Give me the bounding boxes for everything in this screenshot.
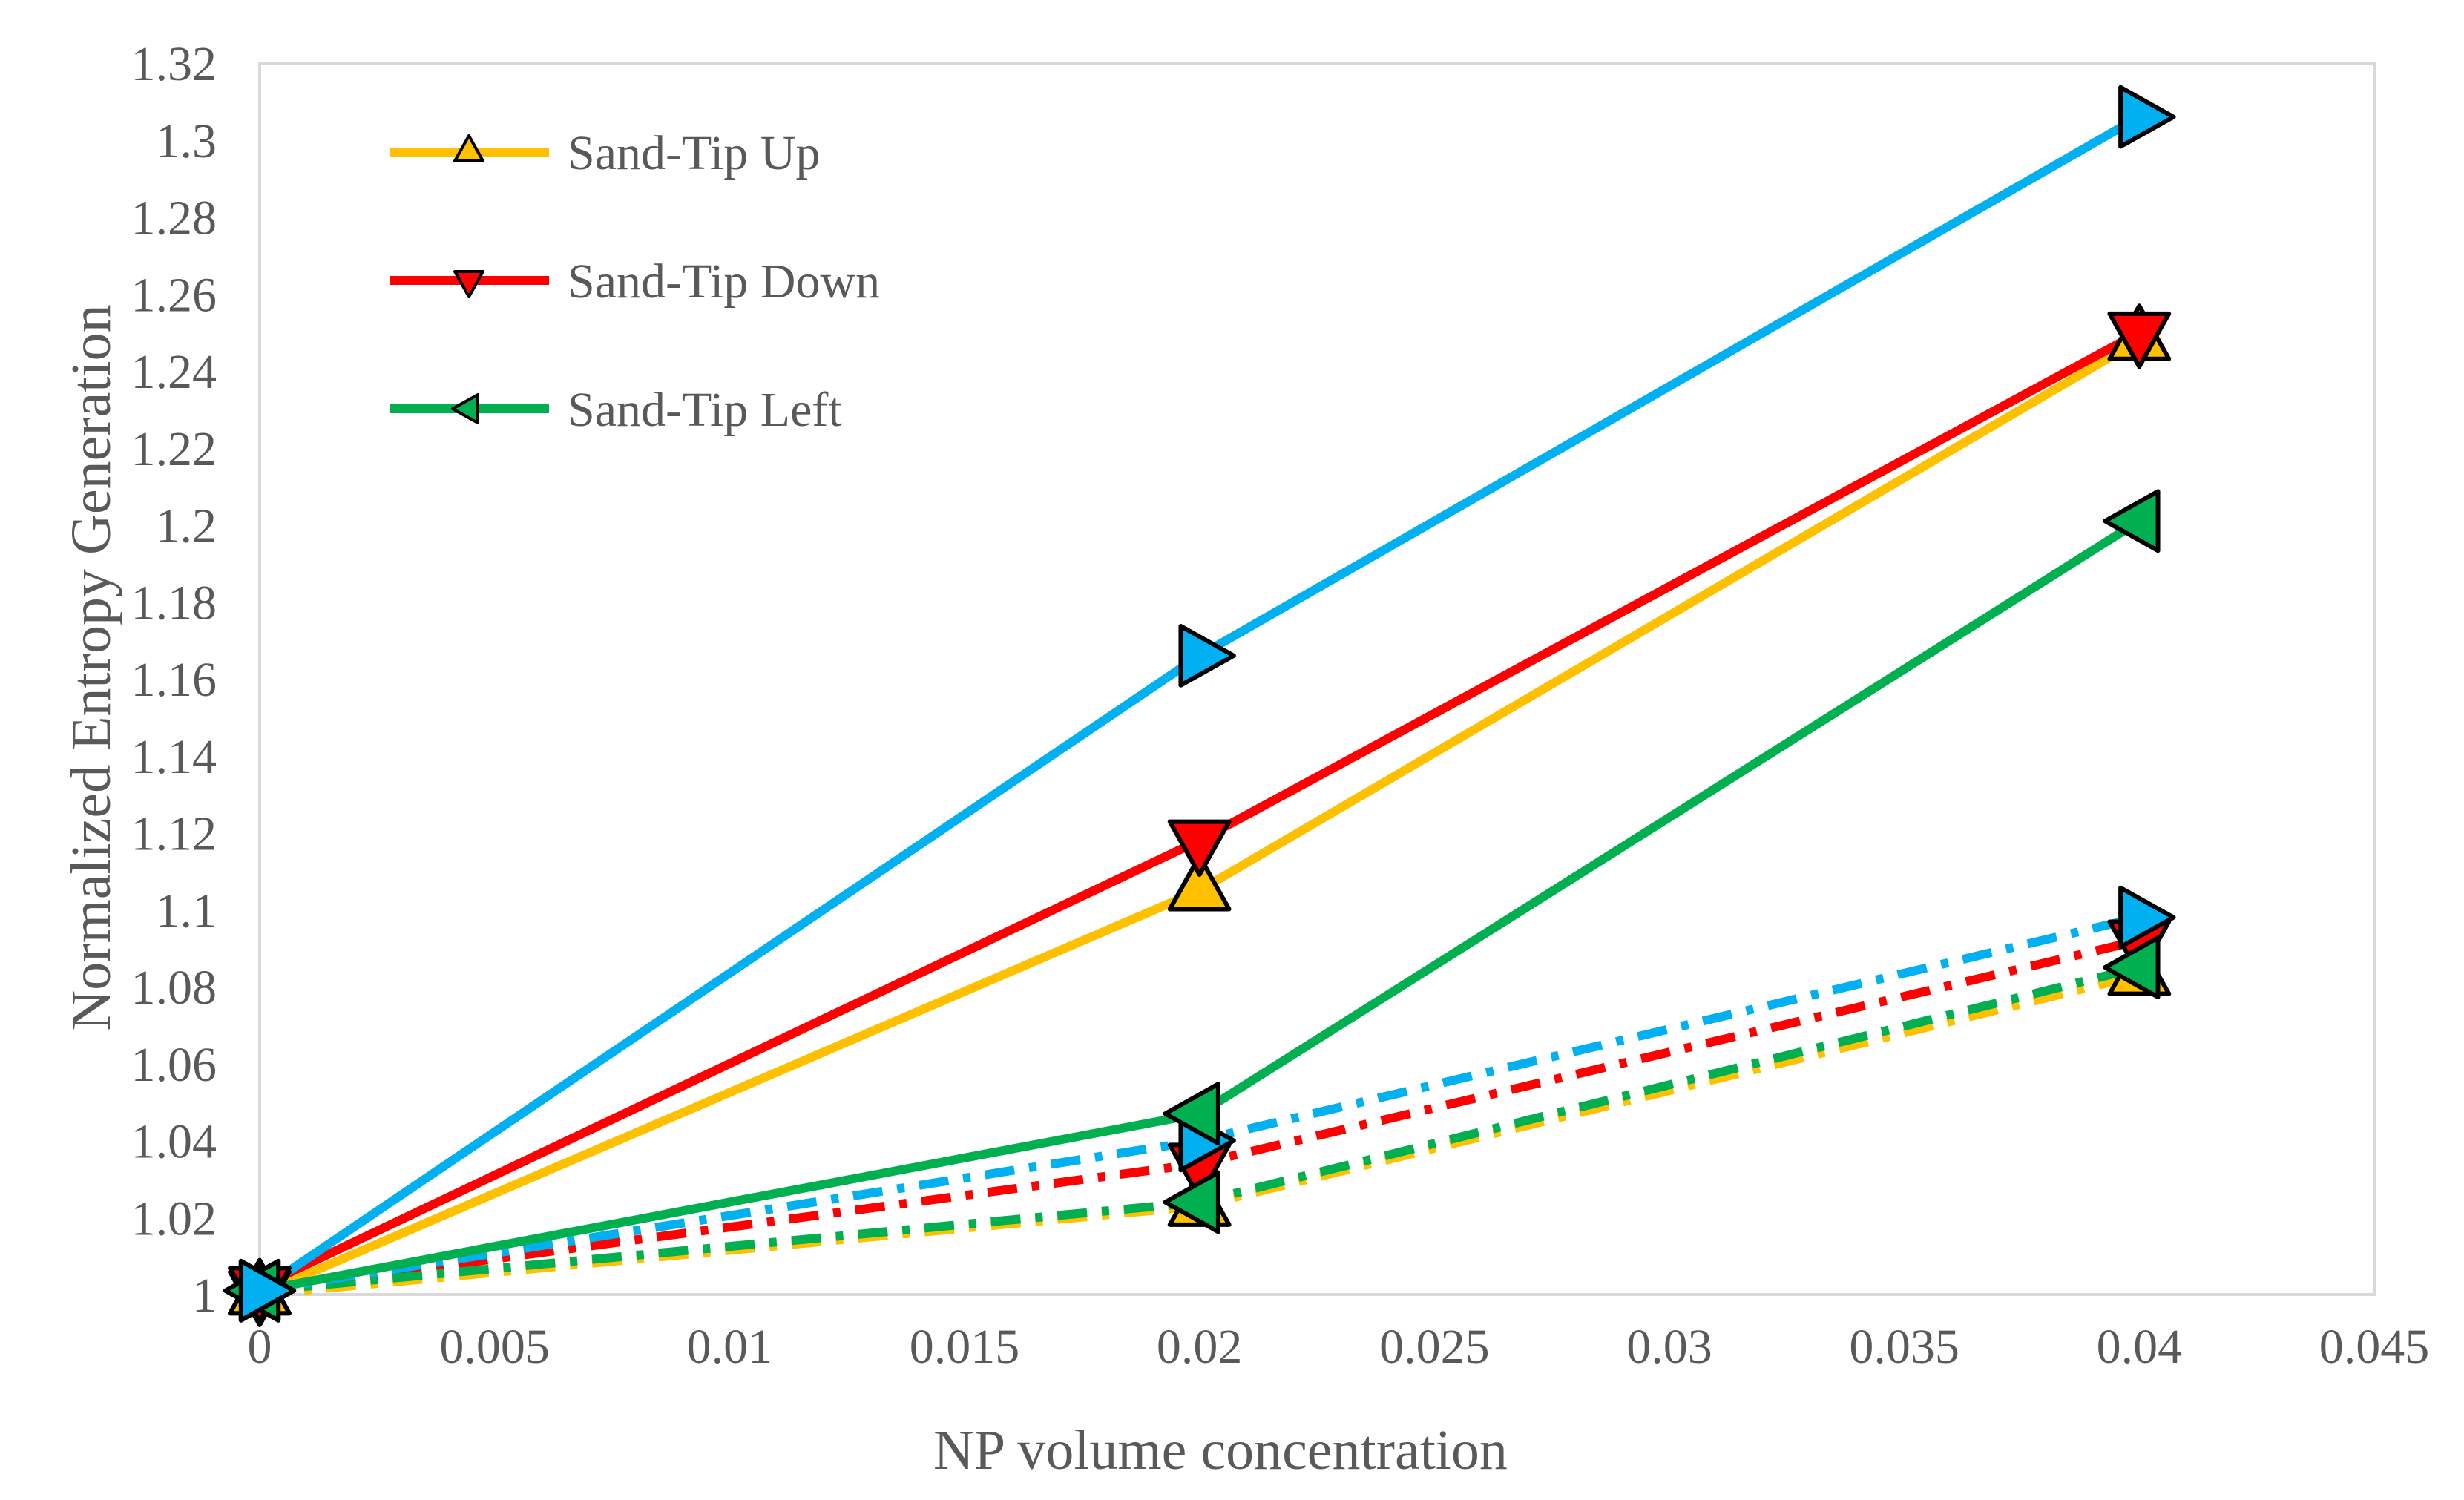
legend-marker: [453, 134, 484, 162]
y-tick-label: 1.1: [156, 884, 217, 938]
y-tick-label: 1.2: [156, 499, 217, 553]
y-tick-label: 1.18: [131, 576, 217, 630]
y-axis-title: Normalized Entropy Generation: [60, 304, 122, 1030]
data-point: [2107, 311, 2172, 369]
data-point: [2118, 885, 2176, 950]
legend-marker: [451, 393, 479, 424]
data-point: [1178, 623, 1236, 688]
y-tick-label: 1.14: [131, 730, 217, 784]
data-point: [1163, 1170, 1220, 1234]
y-tick-label: 1.3: [156, 114, 217, 168]
legend-label: Sand-Tip Left: [568, 383, 842, 437]
y-tick-label: 1.06: [131, 1038, 217, 1092]
y-tick-label: 1.26: [131, 268, 217, 322]
y-tick-label: 1.32: [131, 37, 217, 91]
data-point: [238, 1258, 297, 1323]
data-point: [1167, 819, 1232, 878]
y-tick-label: 1.16: [131, 653, 217, 707]
x-tick-label: 0.02: [1157, 1320, 1243, 1374]
plot-area: [258, 62, 2376, 1296]
legend-label: Sand-Tip Down: [568, 254, 880, 309]
y-tick-label: 1.24: [131, 345, 217, 399]
x-tick-label: 0.03: [1626, 1320, 1712, 1374]
series-group: [223, 85, 2176, 1328]
y-tick-label: 1.08: [131, 961, 217, 1015]
x-tick-label: 0: [248, 1320, 272, 1374]
y-tick-label: 1.12: [131, 807, 217, 861]
x-tick-label: 0.005: [439, 1320, 550, 1374]
data-point: [2103, 935, 2161, 999]
x-tick-label: 0.01: [687, 1320, 773, 1374]
x-tick-label: 0.015: [910, 1320, 1020, 1374]
data-point: [2118, 85, 2176, 149]
data-point: [2103, 489, 2161, 553]
y-tick-label: 1.02: [131, 1191, 217, 1246]
data-point: [1163, 1082, 1220, 1146]
y-tick-labels: 1 1.02 1.04 1.06 1.08 1.1 1.12 1.14 1.16 1.18 1.2 1…: [131, 37, 217, 1323]
y-tick-label: 1: [192, 1269, 217, 1323]
x-tick-label: 0.045: [2319, 1320, 2430, 1374]
x-tick-label: 0.04: [2097, 1320, 2183, 1374]
y-tick-label: 1.28: [131, 191, 217, 246]
legend-label: Sand-Tip Up: [568, 126, 820, 180]
data-point: [1167, 854, 1232, 912]
legend: Sand-Tip Up Sand-Tip Down Sand-Tip Left: [390, 126, 880, 437]
x-tick-label: 0.035: [1849, 1320, 1959, 1374]
y-tick-label: 1.22: [131, 422, 217, 476]
x-axis-title: NP volume concentration: [933, 1419, 1508, 1481]
x-tick-labels: 0 0.005 0.01 0.015 0.02 0.025 0.03 0.035 0.04 0.0…: [248, 1320, 2430, 1374]
x-tick-label: 0.025: [1379, 1320, 1490, 1374]
legend-marker: [453, 270, 484, 298]
y-tick-label: 1.04: [131, 1115, 217, 1169]
